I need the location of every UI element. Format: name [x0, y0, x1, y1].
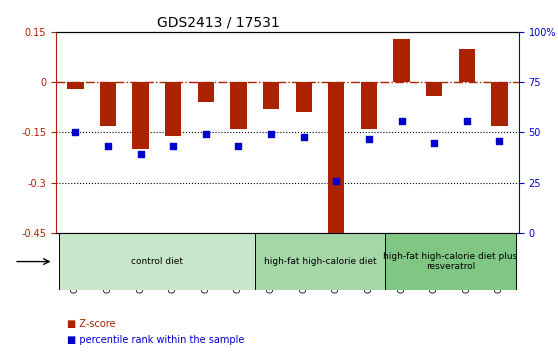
Point: [462, 119, 471, 124]
Bar: [165, 82, 181, 136]
Bar: [491, 82, 508, 126]
Point: [267, 132, 276, 137]
Bar: [459, 48, 475, 82]
Bar: [328, 82, 344, 240]
Title: GDS2413 / 17531: GDS2413 / 17531: [157, 15, 279, 29]
Text: ■ Z-score: ■ Z-score: [67, 319, 116, 329]
Bar: [393, 39, 410, 82]
Point: [136, 152, 145, 157]
Bar: [100, 82, 116, 126]
Point: [169, 144, 177, 149]
Point: [397, 119, 406, 124]
Point: [201, 132, 210, 137]
Bar: [132, 82, 149, 149]
Bar: [361, 82, 377, 129]
Point: [71, 130, 80, 135]
Point: [430, 141, 439, 146]
Bar: [296, 82, 312, 112]
Text: high-fat high-calorie diet plus
resveratrol: high-fat high-calorie diet plus resverat…: [383, 252, 518, 271]
FancyBboxPatch shape: [385, 233, 516, 290]
FancyBboxPatch shape: [59, 233, 255, 290]
Point: [234, 144, 243, 149]
Point: [332, 178, 341, 183]
Text: ■ percentile rank within the sample: ■ percentile rank within the sample: [67, 335, 244, 345]
Text: high-fat high-calorie diet: high-fat high-calorie diet: [264, 257, 376, 266]
Point: [364, 137, 373, 142]
Bar: [426, 82, 442, 96]
Bar: [230, 82, 247, 129]
Bar: [67, 82, 84, 89]
Bar: [198, 82, 214, 102]
Point: [495, 138, 504, 144]
Point: [104, 144, 113, 149]
Bar: [263, 82, 279, 109]
Text: control diet: control diet: [131, 257, 183, 266]
FancyBboxPatch shape: [255, 233, 385, 290]
Point: [299, 135, 308, 140]
